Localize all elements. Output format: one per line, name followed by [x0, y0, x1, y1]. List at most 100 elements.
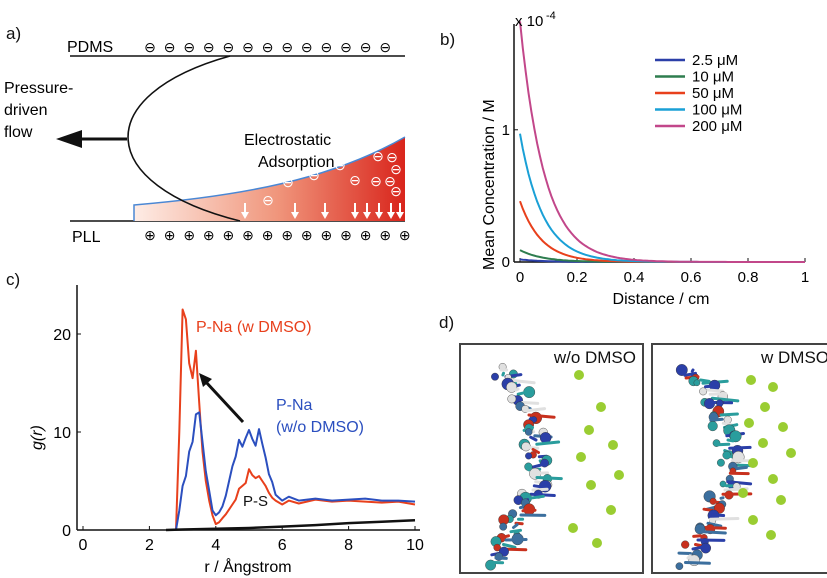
negative-charge-icon: ⊖ [281, 39, 293, 55]
chart-b-series-line [519, 200, 805, 263]
flow-profile [127, 55, 241, 222]
sodium-ion-icon [744, 418, 754, 428]
chart-c-ytick-label: 20 [53, 327, 71, 344]
negative-charge-icon: ⊖ [203, 39, 215, 55]
chart-b-legend-label: 10 μM [692, 69, 734, 86]
positive-charge-icon: ⊕ [379, 227, 391, 243]
chart-b-xtick-label: 0 [516, 269, 524, 286]
adsorbed-negative-icon: ⊖ [372, 148, 384, 164]
chart-c-xtick-label: 6 [278, 537, 287, 554]
chart-c-series-line [165, 518, 416, 532]
adsorption-arrowhead-icon [363, 212, 371, 219]
chart-b-legend-label: 50 μM [692, 85, 734, 102]
chart-b-ytick-label: 1 [502, 122, 510, 139]
chart-b-scale-label: x 10 [515, 13, 543, 30]
chart-c-xlabel: r / Ångstrom [204, 557, 291, 576]
chart-b-legend-label: 200 μM [692, 118, 742, 135]
chart-b-xtick-label: 0.8 [738, 269, 759, 286]
adsorption-arrowhead-icon [321, 212, 329, 219]
chart-b-ytick-label: 0 [502, 254, 510, 271]
chart-b-series-line [519, 21, 805, 263]
snapshot-right-caption: w DMSO [761, 348, 827, 368]
adsorption-arrowhead-icon [387, 212, 395, 219]
sodium-ion-icon [778, 422, 788, 432]
chart-c-series-line [175, 411, 416, 531]
adsorbed-negative-icon: ⊖ [262, 192, 274, 208]
chart-b-legend-label: 2.5 μM [692, 52, 738, 69]
chart-c-ylabel: g(r) [29, 425, 46, 450]
negative-charge-icon: ⊖ [379, 39, 391, 55]
chart-c-xtick-label: 4 [211, 537, 220, 554]
positive-charge-icon: ⊕ [301, 227, 313, 243]
chart-c-arrow-icon [199, 373, 212, 387]
sodium-ion-icon [758, 438, 768, 448]
sodium-ion-icon [584, 425, 594, 435]
panel-label-b: b) [440, 30, 456, 49]
chart-b-xtick-label: 1 [801, 269, 809, 286]
molecule-image-left [485, 362, 624, 571]
adsorbed-negative-icon: ⊖ [390, 161, 402, 177]
snapshot-without-dmso: w/o DMSO [459, 343, 644, 574]
chart-c-xtick-label: 8 [344, 537, 353, 554]
sodium-ion-icon [592, 538, 602, 548]
negative-charge-icon: ⊖ [262, 39, 274, 55]
adsorption-arrowhead-icon [291, 212, 299, 219]
chart-b-xtick-label: 0.2 [567, 269, 588, 286]
adsorption-gradient [120, 137, 405, 221]
sodium-ion-icon [776, 495, 786, 505]
negative-charge-icon: ⊖ [242, 39, 254, 55]
positive-charge-icon: ⊕ [183, 227, 195, 243]
sodium-ion-icon [596, 402, 606, 412]
sodium-ion-icon [606, 505, 616, 515]
adsorption-arrowhead-icon [351, 212, 359, 219]
sodium-ion-icon [768, 474, 778, 484]
chart-b-xtick-label: 0.4 [624, 269, 645, 286]
panel-a-schematic: PDMS PLL ⊖ ⊖ ⊖ ⊖ ⊖ ⊖ ⊖ ⊖ ⊖ ⊖ ⊖ ⊖ ⊖ ⊕ ⊕ ⊕ ⊕ ⊕ ⊕ ⊕ ⊕ ⊕ ⊕ ⊕ ⊕ ⊕ ⊕ ⊖⊖… [4, 39, 411, 246]
adsorption-label-line2: Adsorption [258, 154, 335, 171]
sodium-ion-icon [738, 488, 748, 498]
adsorption-label-line1: Electrostatic [244, 132, 331, 149]
sodium-ion-icon [786, 448, 796, 458]
sodium-ion-icon [768, 382, 778, 392]
chart-b-series-line [519, 133, 805, 263]
sodium-ion-icon [614, 470, 624, 480]
positive-charge-icon: ⊕ [340, 227, 352, 243]
molecule-image-right [675, 364, 796, 570]
negative-charge-icon: ⊖ [321, 39, 333, 55]
panel-label-a: a) [6, 24, 22, 43]
sodium-ion-icon [748, 515, 758, 525]
chart-b-ylabel: Mean Concentration / M [481, 99, 498, 270]
flow-label-line1: Pressure- [4, 80, 73, 97]
positive-charge-icon: ⊕ [321, 227, 333, 243]
positive-charge-icon: ⊕ [242, 227, 254, 243]
sodium-ion-icon [568, 523, 578, 533]
chart-c-ytick-label: 10 [53, 425, 71, 442]
positive-charge-icon: ⊕ [360, 227, 372, 243]
chart-c-xtick-label: 0 [79, 537, 88, 554]
chart-b-xtick-label: 0.6 [681, 269, 702, 286]
negative-charge-icon: ⊖ [183, 39, 195, 55]
positive-charge-icon: ⊕ [203, 227, 215, 243]
negative-charges-adsorbed: ⊖⊖ ⊖⊖⊖ ⊖ ⊖⊖⊖⊖⊖ [262, 148, 402, 208]
positive-charge-icon: ⊕ [281, 227, 293, 243]
chart-c: 0 2 4 6 8 10 0 10 20 g(r) r / Ångstrom P-Na (w D… [29, 285, 424, 576]
annotation-pna-w-dmso: P-Na (w DMSO) [196, 319, 312, 336]
negative-charge-icon: ⊖ [223, 39, 235, 55]
positive-charge-icon: ⊕ [164, 227, 176, 243]
negative-charge-icon: ⊖ [340, 39, 352, 55]
chart-c-ytick-label: 0 [62, 523, 71, 540]
sodium-ion-icon [766, 530, 776, 540]
annotation-ps: P-S [243, 493, 268, 510]
negative-charge-icon: ⊖ [301, 39, 313, 55]
adsorption-arrowhead-icon [241, 212, 249, 219]
chart-b-xlabel: Distance / cm [613, 291, 710, 308]
adsorbed-negative-icon: ⊖ [349, 172, 361, 188]
adsorbed-negative-icon: ⊖ [384, 173, 396, 189]
adsorption-arrows [241, 203, 404, 219]
annotation-pna-wo-line1: P-Na [276, 397, 313, 414]
adsorbed-negative-icon: ⊖ [370, 173, 382, 189]
panel-label-c: c) [6, 270, 21, 289]
chart-c-xtick-label: 10 [406, 537, 424, 554]
positive-charge-icon: ⊕ [144, 227, 156, 243]
adsorbed-negative-icon: ⊖ [282, 174, 294, 190]
